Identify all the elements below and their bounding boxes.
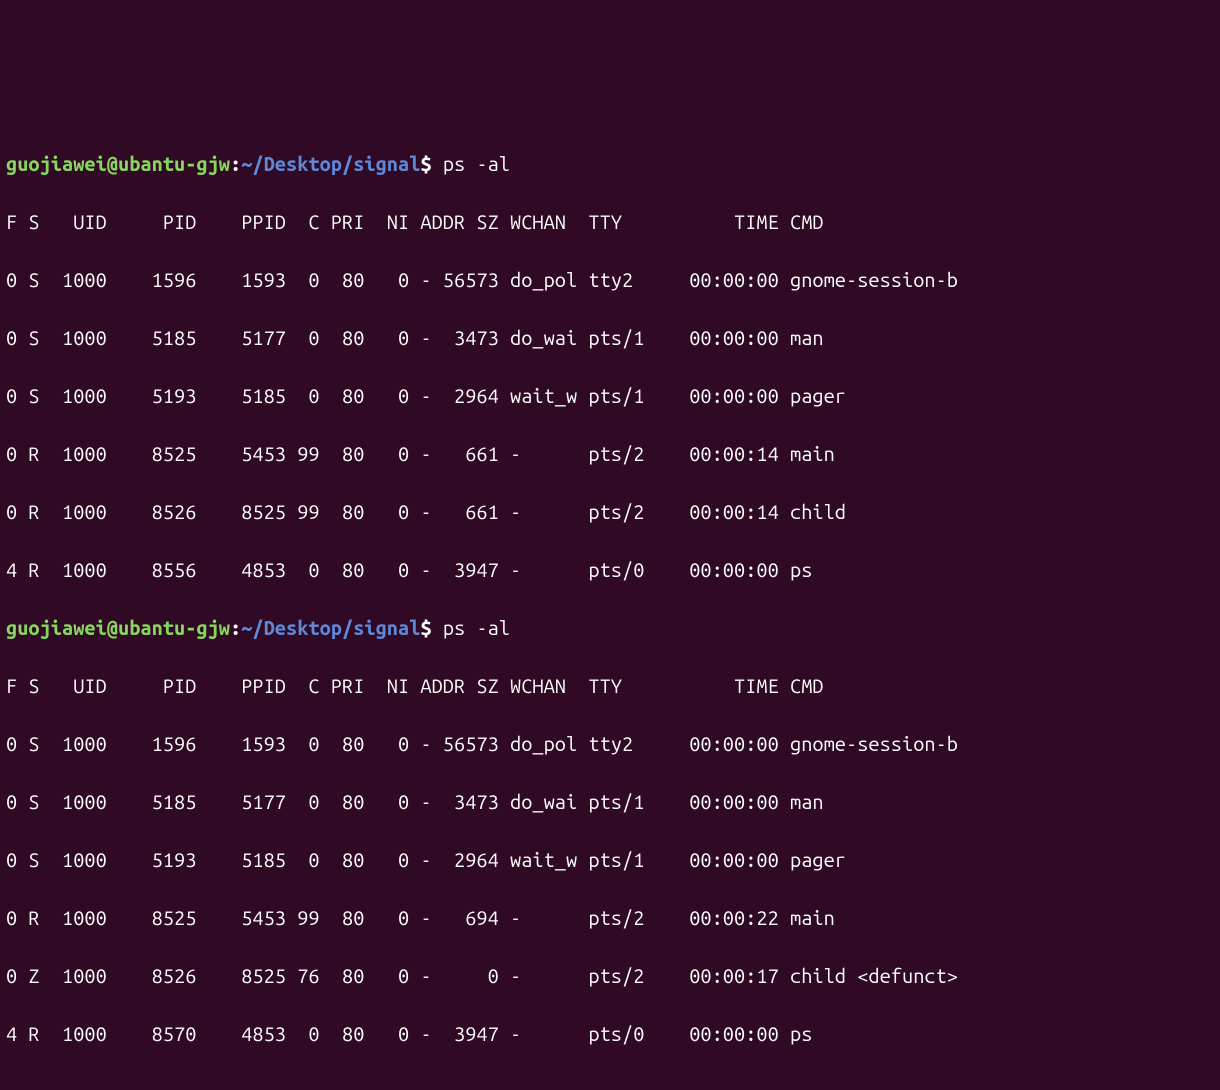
table-header: F S UID PID PPID C PRI NI ADDR SZ WCHAN … [6, 671, 1214, 700]
table-row: 0 S 1000 5185 5177 0 80 0 - 3473 do_wai … [6, 323, 1214, 352]
prompt-line-1[interactable]: guojiawei@ubantu-gjw:~/Desktop/signal$ p… [6, 149, 1214, 178]
table-row: 0 S 1000 5185 5177 0 80 0 - 3473 do_wai … [6, 787, 1214, 816]
table-row: 0 R 1000 8525 5453 99 80 0 - 694 - pts/2… [6, 903, 1214, 932]
table-row: 4 R 1000 8556 4853 0 80 0 - 3947 - pts/0… [6, 555, 1214, 584]
table-row: 0 S 1000 1596 1593 0 80 0 - 56573 do_pol… [6, 265, 1214, 294]
prompt-user: guojiawei@ubantu-gjw [6, 152, 230, 175]
table-row: 0 Z 1000 8526 8525 76 80 0 - 0 - pts/2 0… [6, 961, 1214, 990]
terminal-output: guojiawei@ubantu-gjw:~/Desktop/signal$ p… [6, 120, 1214, 1077]
table-row: 0 S 1000 5193 5185 0 80 0 - 2964 wait_w … [6, 381, 1214, 410]
command-text: ps -al [443, 152, 510, 175]
prompt-dollar: $ [420, 152, 431, 175]
command-text: ps -al [443, 616, 510, 639]
prompt-path: ~/Desktop/signal [241, 152, 420, 175]
table-row: 0 S 1000 5193 5185 0 80 0 - 2964 wait_w … [6, 845, 1214, 874]
table-header: F S UID PID PPID C PRI NI ADDR SZ WCHAN … [6, 207, 1214, 236]
table-row: 0 R 1000 8526 8525 99 80 0 - 661 - pts/2… [6, 497, 1214, 526]
prompt-path: ~/Desktop/signal [241, 616, 420, 639]
table-row: 4 R 1000 8570 4853 0 80 0 - 3947 - pts/0… [6, 1019, 1214, 1048]
prompt-user: guojiawei@ubantu-gjw [6, 616, 230, 639]
prompt-colon: : [230, 152, 241, 175]
table-row: 0 S 1000 1596 1593 0 80 0 - 56573 do_pol… [6, 729, 1214, 758]
table-row: 0 R 1000 8525 5453 99 80 0 - 661 - pts/2… [6, 439, 1214, 468]
prompt-dollar: $ [420, 616, 431, 639]
prompt-line-2[interactable]: guojiawei@ubantu-gjw:~/Desktop/signal$ p… [6, 613, 1214, 642]
prompt-colon: : [230, 616, 241, 639]
